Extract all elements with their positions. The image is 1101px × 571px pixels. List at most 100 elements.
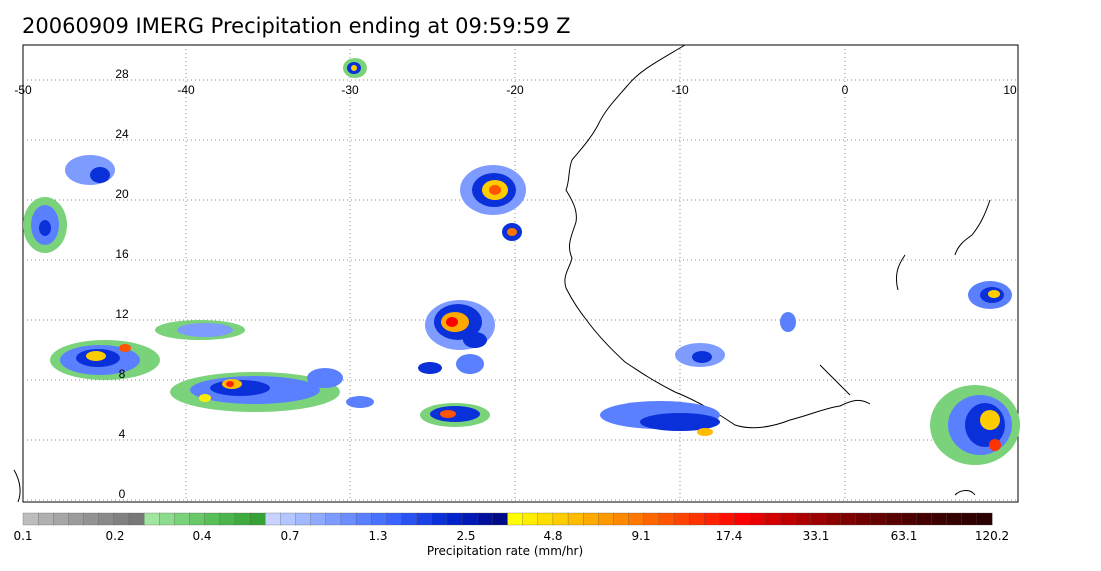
- lat-tick-label: 28: [115, 67, 129, 81]
- plot-frame: [22, 44, 1019, 503]
- colorbar-segment: [219, 512, 236, 526]
- map-title: 20060909 IMERG Precipitation ending at 0…: [22, 14, 571, 38]
- colorbar-tick-label: 0.2: [105, 529, 125, 543]
- colorbar-segment: [113, 512, 130, 526]
- coastline: [13, 44, 991, 503]
- colorbar-title: Precipitation rate (mm/hr): [426, 544, 584, 558]
- lat-tick-label: 20: [115, 187, 129, 201]
- colorbar-segment: [128, 512, 145, 526]
- colorbar-segment: [53, 512, 69, 526]
- colorbar-segment: [779, 512, 796, 526]
- colorbar-segment: [719, 512, 736, 526]
- colorbar-segment: [643, 512, 660, 526]
- colorbar-segment: [143, 512, 160, 526]
- colorbar-segment: [552, 512, 569, 526]
- colorbar-tick-label: 9.1: [631, 529, 651, 543]
- colorbar-tick-label: 0.4: [192, 529, 212, 543]
- colorbar-segment: [855, 512, 872, 526]
- lat-tick-label: 16: [115, 247, 129, 261]
- precip-cluster-northwest: [23, 155, 115, 253]
- colorbar-segment: [431, 512, 448, 526]
- colorbar-segment: [371, 512, 387, 526]
- grid: [23, 45, 1018, 502]
- colorbar-segment: [840, 512, 857, 526]
- colorbar-tick-label: 63.1: [890, 529, 918, 543]
- lon-tick-label: 10: [1003, 83, 1017, 97]
- lon-tick-labels: -50 -40 -30 -20 -10 0 10: [14, 83, 1017, 97]
- colorbar-segment: [673, 512, 690, 526]
- lat-tick-label: 4: [119, 427, 126, 441]
- lon-tick-label: 0: [842, 83, 849, 97]
- lon-tick-label: -50: [14, 83, 32, 97]
- colorbar-tick-label: 0.1: [13, 529, 33, 543]
- colorbar-segment: [98, 512, 115, 526]
- colorbar-segment: [704, 512, 720, 526]
- colorbar-segment: [567, 512, 584, 526]
- colorbar-segment: [885, 512, 902, 526]
- colorbar-segment: [810, 512, 826, 526]
- lon-tick-label: -40: [177, 83, 195, 97]
- colorbar-tick-label: 17.4: [715, 529, 743, 543]
- lat-tick-label: 12: [115, 307, 129, 321]
- precip-cluster-gulf-of-guinea: [600, 312, 796, 436]
- colorbar-tick-label: 120.2: [974, 529, 1010, 543]
- lat-tick-label: 0: [119, 487, 126, 501]
- colorbar-segment: [37, 512, 54, 526]
- precip-cluster-north: [343, 58, 526, 241]
- colorbar-segment: [355, 512, 372, 526]
- colorbar-segment: [901, 512, 917, 526]
- colorbar-segment: [658, 512, 675, 526]
- colorbar-segment: [340, 512, 357, 526]
- colorbar-segment: [83, 512, 100, 526]
- colorbar: [22, 512, 993, 526]
- colorbar-segment: [249, 512, 266, 526]
- precip-band-central-atlantic: [170, 368, 343, 412]
- colorbar-segment: [598, 512, 614, 526]
- colorbar-segment: [689, 512, 705, 526]
- lon-tick-label: -30: [341, 83, 359, 97]
- colorbar-tick-label: 2.5: [456, 529, 476, 543]
- colorbar-tick-label: 33.1: [802, 529, 830, 543]
- colorbar-segment: [386, 512, 402, 526]
- colorbar-segment: [310, 512, 327, 526]
- colorbar-segment: [795, 512, 811, 526]
- colorbar-segment: [295, 512, 312, 526]
- colorbar-segment: [734, 512, 751, 526]
- precip-cluster-east: [930, 281, 1020, 465]
- colorbar-segment: [749, 512, 766, 526]
- colorbar-segment: [537, 512, 554, 526]
- colorbar-segment: [68, 512, 85, 526]
- precip-cluster-mid: [346, 300, 495, 427]
- lat-tick-label: 24: [115, 127, 129, 141]
- colorbar-segment: [764, 512, 781, 526]
- colorbar-segment: [946, 512, 963, 526]
- colorbar-segment: [234, 512, 251, 526]
- colorbar-segment: [961, 512, 978, 526]
- colorbar-segment: [507, 512, 524, 526]
- colorbar-segment: [477, 512, 493, 526]
- colorbar-segment: [265, 512, 281, 526]
- lon-tick-label: -10: [671, 83, 689, 97]
- colorbar-segment: [522, 512, 539, 526]
- colorbar-segment: [916, 512, 932, 526]
- colorbar-segment: [174, 512, 191, 526]
- colorbar-segment: [159, 512, 175, 526]
- lat-tick-labels: 28 24 20 16 12 8 4 0: [115, 67, 129, 501]
- colorbar-segment: [22, 512, 39, 526]
- colorbar-segment: [825, 512, 842, 526]
- colorbar-segment: [583, 512, 599, 526]
- colorbar-segment: [870, 512, 887, 526]
- lat-tick-label: 8: [119, 367, 126, 381]
- colorbar-segment: [204, 512, 221, 526]
- colorbar-segment: [189, 512, 206, 526]
- colorbar-tick-label: 0.7: [280, 529, 300, 543]
- colorbar-segment: [628, 512, 645, 526]
- colorbar-segment: [280, 512, 296, 526]
- colorbar-segment: [401, 512, 418, 526]
- colorbar-tick-label: 1.3: [368, 529, 388, 543]
- colorbar-segment: [416, 512, 433, 526]
- lon-tick-label: -20: [506, 83, 524, 97]
- precip-cluster-west-atlantic: [50, 320, 245, 380]
- colorbar-segment: [931, 512, 948, 526]
